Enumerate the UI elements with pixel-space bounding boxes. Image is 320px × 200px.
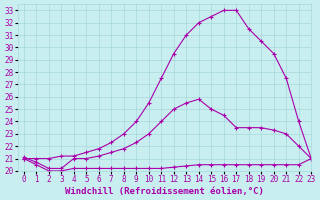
X-axis label: Windchill (Refroidissement éolien,°C): Windchill (Refroidissement éolien,°C) [65, 187, 264, 196]
